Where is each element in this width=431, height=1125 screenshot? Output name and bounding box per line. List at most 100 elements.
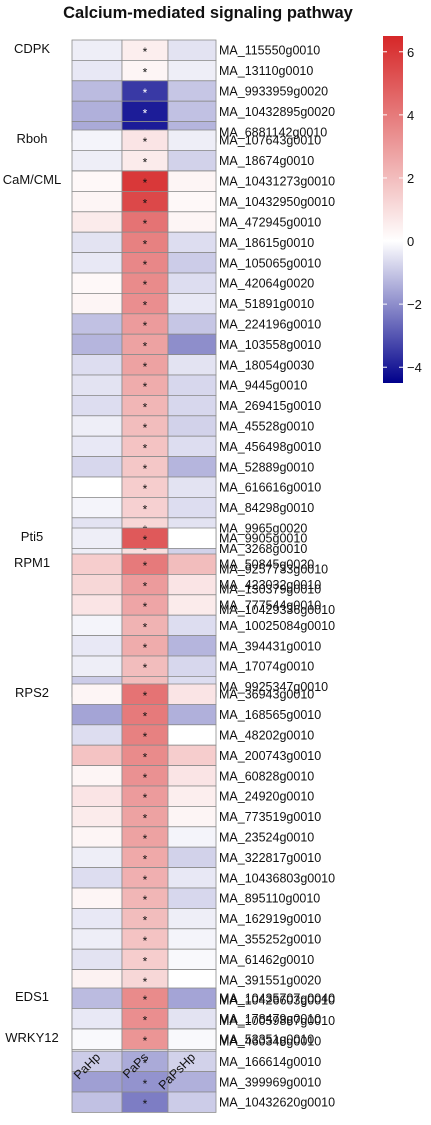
colorbar-tick-label: 6 <box>407 45 414 60</box>
heatmap-cell <box>167 744 217 767</box>
heatmap-cell <box>167 252 217 274</box>
significance-marker: * <box>143 1097 148 1111</box>
significance-marker: * <box>143 914 148 928</box>
significance-marker: * <box>143 441 148 455</box>
gene-label: MA_130379g0010 <box>219 583 321 597</box>
significance-marker: * <box>143 462 148 476</box>
gene-label: MA_178479g0010 <box>219 1012 321 1026</box>
heatmap-cell <box>71 765 123 787</box>
significance-marker: * <box>143 580 148 594</box>
gene-label: MA_773519g0010 <box>219 810 321 824</box>
gene-label: MA_10432895g0020 <box>219 105 335 119</box>
heatmap-cell <box>71 231 123 253</box>
group-wrky12: WRKY12 * MA_53351g0010 <box>5 1028 314 1050</box>
significance-marker: * <box>143 1077 148 1091</box>
heatmap-cell <box>167 574 217 596</box>
heatmap-cell <box>167 435 217 458</box>
heatmap-cell <box>167 272 217 294</box>
gene-label: MA_399969g0010 <box>219 1075 321 1089</box>
heatmap-cell <box>71 313 123 335</box>
heatmap-cell <box>167 635 217 657</box>
heatmap-cell <box>71 724 123 746</box>
heatmap-cell <box>167 987 217 1009</box>
gene-label: MA_9965g0020 <box>219 522 307 536</box>
gene-label: MA_103558g0010 <box>219 338 321 352</box>
heatmap-cell <box>71 574 123 596</box>
gene-label: MA_168565g0010 <box>219 708 321 722</box>
heatmap-cell <box>167 806 217 828</box>
heatmap-cell <box>71 1091 123 1113</box>
heatmap-cell <box>167 100 217 122</box>
gene-label: MA_777544g0010 <box>219 599 321 613</box>
gene-label: MA_107643g0010 <box>219 134 321 148</box>
gene-label: MA_9933959g0020 <box>219 85 328 99</box>
heatmap-cell <box>71 594 123 616</box>
significance-marker: * <box>143 661 148 675</box>
heatmap-cell <box>167 1091 217 1113</box>
group-label: CaM/CML <box>3 172 62 187</box>
heatmap-cell <box>167 867 217 889</box>
significance-marker: * <box>143 689 148 703</box>
gene-label: MA_9257733g0010 <box>219 562 328 576</box>
heatmap-cell <box>71 374 123 396</box>
heatmap-cell <box>71 211 123 233</box>
gene-label: MA_84298g0010 <box>219 501 314 515</box>
significance-marker: * <box>143 975 148 989</box>
heatmap-cell <box>167 553 217 575</box>
significance-marker: * <box>143 750 148 764</box>
heatmap-cell <box>167 908 217 930</box>
heatmap-cell <box>71 170 123 192</box>
heatmap-cell <box>71 635 123 657</box>
heatmap-cell <box>71 272 123 294</box>
heatmap-cell <box>167 527 217 549</box>
heatmap-cell <box>71 60 123 82</box>
gene-label: MA_322817g0010 <box>219 851 321 865</box>
heatmap-cell <box>71 969 123 991</box>
heatmap-cell <box>167 846 217 869</box>
heatmap-cell <box>71 867 123 889</box>
heatmap-cell <box>71 887 123 909</box>
heatmap-cell <box>167 129 217 151</box>
heatmap-cell <box>167 292 217 315</box>
heatmap-cell <box>167 948 217 971</box>
heatmap-cell <box>167 724 217 746</box>
significance-marker: * <box>143 533 148 547</box>
gene-label: MA_616616g0010 <box>219 481 321 495</box>
gene-label: MA_53351g0010 <box>219 1033 314 1047</box>
heatmap-cell <box>71 1008 123 1030</box>
heatmap-cell <box>71 553 123 575</box>
heatmap-cell <box>167 476 217 498</box>
gene-label: MA_895110g0010 <box>219 892 320 906</box>
heatmap-cell <box>71 415 123 437</box>
heatmap-cell <box>167 374 217 396</box>
significance-marker: * <box>143 852 148 866</box>
gene-label: MA_51891g0010 <box>219 297 314 311</box>
heatmap-cell <box>71 456 123 478</box>
heatmap-cell <box>167 456 217 478</box>
heatmap-cell <box>71 1028 123 1050</box>
significance-marker: * <box>143 156 148 170</box>
gene-label: MA_3268g0010 <box>219 542 307 556</box>
gene-label: MA_52889g0010 <box>219 460 314 474</box>
heatmap-cell <box>71 435 123 458</box>
significance-marker: * <box>143 339 148 353</box>
group-cdpk: CDPK * MA_115550g0010 * MA_13110g0010 * MA_993… <box>14 39 335 143</box>
heatmap-cell <box>71 614 123 637</box>
significance-marker: * <box>143 66 148 80</box>
heatmap-cell <box>71 655 123 677</box>
significance-marker: * <box>143 771 148 785</box>
heatmap-cell <box>167 785 217 807</box>
group-cam-cml: CaM/CML * MA_10431273g0010 * MA_10432950g001… <box>3 170 335 621</box>
heatmap-cell <box>71 354 123 376</box>
heatmap-cell <box>167 170 217 192</box>
significance-marker: * <box>143 135 148 149</box>
colorbar: 6 4 2 0 −2 −4 <box>383 36 422 383</box>
gene-label: MA_460348g0010 <box>219 1035 321 1049</box>
group-label: WRKY12 <box>5 1030 58 1045</box>
heatmap-cell <box>71 704 123 726</box>
heatmap-cell <box>167 765 217 787</box>
group-rps2: RPS2 * MA_36943g0010 * MA_168565g0010 * MA_482… <box>15 683 335 1113</box>
significance-marker: * <box>143 319 148 333</box>
gene-label: MA_456498g0010 <box>219 440 321 454</box>
